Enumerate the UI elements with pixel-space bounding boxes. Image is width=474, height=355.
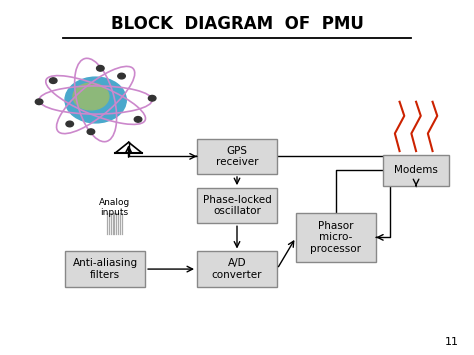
Text: Phase-locked
oscillator: Phase-locked oscillator bbox=[202, 195, 272, 217]
Circle shape bbox=[118, 73, 125, 79]
Circle shape bbox=[73, 83, 109, 110]
FancyBboxPatch shape bbox=[197, 251, 277, 287]
Text: Analog
inputs: Analog inputs bbox=[99, 198, 130, 217]
Circle shape bbox=[65, 77, 126, 123]
Circle shape bbox=[148, 95, 156, 101]
Circle shape bbox=[134, 116, 142, 122]
Text: GPS
receiver: GPS receiver bbox=[216, 146, 258, 167]
Circle shape bbox=[49, 78, 57, 83]
FancyBboxPatch shape bbox=[197, 139, 277, 174]
FancyBboxPatch shape bbox=[296, 213, 376, 262]
Text: A/D
converter: A/D converter bbox=[212, 258, 262, 280]
Text: 11: 11 bbox=[445, 337, 458, 346]
FancyBboxPatch shape bbox=[383, 155, 449, 186]
FancyBboxPatch shape bbox=[65, 251, 145, 287]
Circle shape bbox=[97, 65, 104, 71]
Circle shape bbox=[36, 99, 43, 105]
FancyBboxPatch shape bbox=[197, 188, 277, 223]
Text: Modems: Modems bbox=[394, 165, 438, 175]
Circle shape bbox=[87, 129, 95, 135]
Text: BLOCK  DIAGRAM  OF  PMU: BLOCK DIAGRAM OF PMU bbox=[110, 15, 364, 33]
Circle shape bbox=[66, 121, 73, 127]
Text: Anti-aliasing
filters: Anti-aliasing filters bbox=[73, 258, 137, 280]
Text: Phasor
micro-
processor: Phasor micro- processor bbox=[310, 221, 362, 254]
